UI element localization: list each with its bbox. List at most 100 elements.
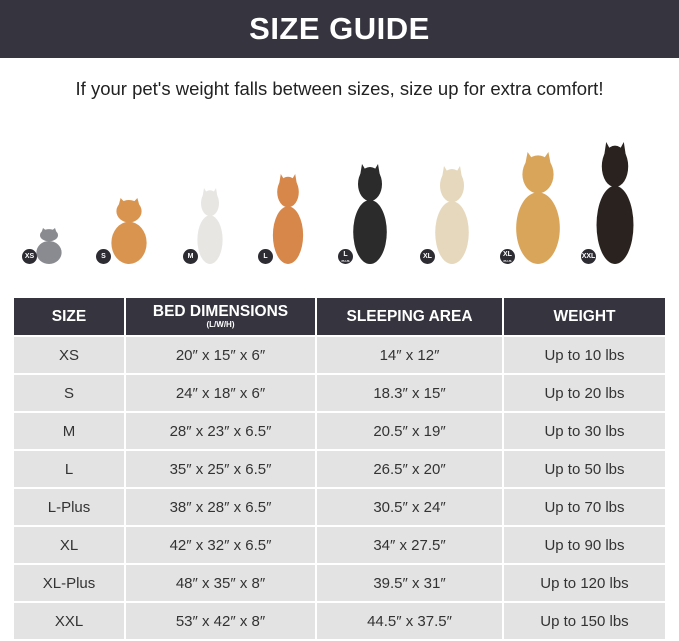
cell-weight: Up to 50 lbs bbox=[503, 449, 665, 489]
size-badge: XXL bbox=[581, 249, 596, 264]
pet-ear bbox=[41, 228, 47, 233]
pet-head bbox=[522, 155, 554, 194]
pet-image-border-collie bbox=[353, 164, 387, 264]
pet-body bbox=[197, 215, 223, 264]
badge-label: L bbox=[263, 252, 268, 260]
cell-sleeping-area: 30.5″ x 24″ bbox=[316, 487, 504, 527]
subtitle: If your pet's weight falls between sizes… bbox=[75, 78, 604, 99]
pet-body bbox=[353, 200, 387, 264]
pet-ear bbox=[604, 142, 612, 157]
cell-weight: Up to 10 lbs bbox=[503, 335, 665, 375]
pet-head bbox=[440, 168, 464, 203]
cell-size: M bbox=[14, 411, 126, 451]
pet-body bbox=[516, 192, 560, 264]
table-row: L 35″ x 25″ x 6.5″ 26.5″ x 20″ Up to 50 lbs bbox=[14, 449, 665, 489]
cell-size: XS bbox=[14, 335, 126, 375]
cell-bed-dimensions: 35″ x 25″ x 6.5″ bbox=[125, 449, 317, 489]
pet-head bbox=[277, 176, 299, 208]
page-title: SIZE GUIDE bbox=[0, 0, 679, 58]
table-row: S 24″ x 18″ x 6″ 18.3″ x 15″ Up to 20 lbs bbox=[14, 373, 665, 413]
cell-weight: Up to 30 lbs bbox=[503, 411, 665, 451]
table-row: XS 20″ x 15″ x 6″ 14″ x 12″ Up to 10 lbs bbox=[14, 335, 665, 375]
badge-label: XL bbox=[503, 250, 512, 258]
cell-bed-dimensions: 24″ x 18″ x 6″ bbox=[125, 373, 317, 413]
cell-weight: Up to 90 lbs bbox=[503, 525, 665, 565]
pet-image-pomeranian bbox=[111, 198, 147, 264]
pet-body bbox=[272, 206, 304, 264]
size-badge: L bbox=[258, 249, 273, 264]
table-row: M 28″ x 23″ x 6.5″ 20.5″ x 19″ Up to 30 lbs bbox=[14, 411, 665, 451]
size-badge: L PLUS bbox=[338, 249, 353, 264]
cell-bed-dimensions: 53″ x 42″ x 8″ bbox=[125, 601, 317, 641]
pet-image-french-bulldog bbox=[197, 188, 223, 264]
badge-label: L bbox=[343, 250, 348, 258]
pet-size-lineup: XS S M L L PLUS XL XL PLUS XXL bbox=[0, 140, 679, 270]
cell-sleeping-area: 34″ x 27.5″ bbox=[316, 525, 504, 565]
pet-head bbox=[40, 229, 58, 242]
badge-label: XS bbox=[24, 252, 35, 260]
size-badge: M bbox=[183, 249, 198, 264]
pet-image-gray-cat bbox=[36, 228, 62, 264]
table-header: SIZE BED DIMENSIONS (L/W/H) SLEEPING AREA… bbox=[14, 298, 665, 336]
header-size: SIZE bbox=[14, 298, 126, 336]
pet-head bbox=[201, 190, 219, 217]
pet-ear bbox=[442, 166, 449, 178]
cell-weight: Up to 120 lbs bbox=[503, 563, 665, 603]
cell-weight: Up to 70 lbs bbox=[503, 487, 665, 527]
badge-plus: PLUS bbox=[503, 258, 512, 263]
cell-sleeping-area: 26.5″ x 20″ bbox=[316, 449, 504, 489]
pet-body bbox=[111, 221, 147, 264]
pet-ear bbox=[455, 166, 462, 178]
cell-bed-dimensions: 20″ x 15″ x 6″ bbox=[125, 335, 317, 375]
pet-ear bbox=[618, 142, 626, 157]
header-dims-label: BED DIMENSIONS bbox=[152, 303, 289, 321]
cell-size: L bbox=[14, 449, 126, 489]
table-row: L-Plus 38″ x 28″ x 6.5″ 30.5″ x 24″ Up to 7… bbox=[14, 487, 665, 527]
header-weight: WEIGHT bbox=[503, 298, 665, 336]
pet-ear bbox=[525, 152, 534, 166]
pet-image-shiba-inu bbox=[272, 174, 304, 264]
cell-size: XL bbox=[14, 525, 126, 565]
pet-body bbox=[435, 201, 469, 264]
cell-sleeping-area: 14″ x 12″ bbox=[316, 335, 504, 375]
header-sleeping-area: SLEEPING AREA bbox=[316, 298, 504, 336]
pet-image-labrador bbox=[435, 166, 469, 264]
size-badge: XS bbox=[22, 249, 37, 264]
pet-image-doberman bbox=[596, 142, 634, 264]
size-badge: XL bbox=[420, 249, 435, 264]
header-bed-dimensions: BED DIMENSIONS (L/W/H) bbox=[125, 298, 317, 336]
pet-head bbox=[358, 167, 382, 201]
table-row: XXL 53″ x 42″ x 8″ 44.5″ x 37.5″ Up to 150 … bbox=[14, 601, 665, 641]
pet-ear bbox=[373, 164, 380, 176]
table-row: XL 42″ x 32″ x 6.5″ 34″ x 27.5″ Up to 90 lb… bbox=[14, 525, 665, 565]
cell-size: XXL bbox=[14, 601, 126, 641]
cell-sleeping-area: 20.5″ x 19″ bbox=[316, 411, 504, 451]
cell-sleeping-area: 18.3″ x 15″ bbox=[316, 373, 504, 413]
size-badge: XL PLUS bbox=[500, 249, 515, 264]
cell-size: L-Plus bbox=[14, 487, 126, 527]
cell-bed-dimensions: 42″ x 32″ x 6.5″ bbox=[125, 525, 317, 565]
cell-size: XL-Plus bbox=[14, 563, 126, 603]
cell-sleeping-area: 44.5″ x 37.5″ bbox=[316, 601, 504, 641]
badge-label: M bbox=[187, 252, 194, 260]
pet-ear bbox=[279, 174, 286, 185]
size-table: SIZE BED DIMENSIONS (L/W/H) SLEEPING AREA… bbox=[14, 298, 665, 641]
cell-sleeping-area: 39.5″ x 31″ bbox=[316, 563, 504, 603]
pet-head bbox=[116, 199, 142, 223]
badge-label: S bbox=[101, 252, 106, 260]
pet-image-golden-retriever bbox=[516, 152, 560, 264]
cell-bed-dimensions: 38″ x 28″ x 6.5″ bbox=[125, 487, 317, 527]
cell-bed-dimensions: 48″ x 35″ x 8″ bbox=[125, 563, 317, 603]
cell-weight: Up to 20 lbs bbox=[503, 373, 665, 413]
badge-label: XXL bbox=[581, 252, 596, 260]
size-badge: S bbox=[96, 249, 111, 264]
pet-body bbox=[36, 240, 62, 264]
pet-body bbox=[596, 185, 634, 264]
badge-plus: PLUS bbox=[341, 258, 350, 263]
badge-label: XL bbox=[423, 252, 432, 260]
pet-ear bbox=[542, 152, 551, 166]
cell-size: S bbox=[14, 373, 126, 413]
header-dims-sub: (L/W/H) bbox=[206, 319, 235, 329]
cell-bed-dimensions: 28″ x 23″ x 6.5″ bbox=[125, 411, 317, 451]
pet-ear bbox=[51, 228, 57, 233]
